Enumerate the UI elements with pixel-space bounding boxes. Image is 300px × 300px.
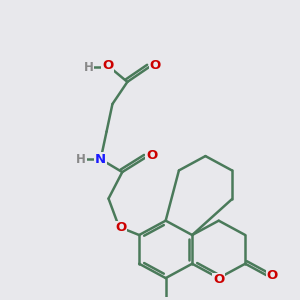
Text: N: N <box>95 153 106 166</box>
Text: O: O <box>146 149 157 162</box>
Text: O: O <box>213 273 224 286</box>
Text: O: O <box>102 59 113 72</box>
Text: O: O <box>267 268 278 282</box>
Text: O: O <box>149 59 160 72</box>
Text: O: O <box>115 221 126 234</box>
Text: H: H <box>84 61 93 74</box>
Text: H: H <box>76 153 86 166</box>
